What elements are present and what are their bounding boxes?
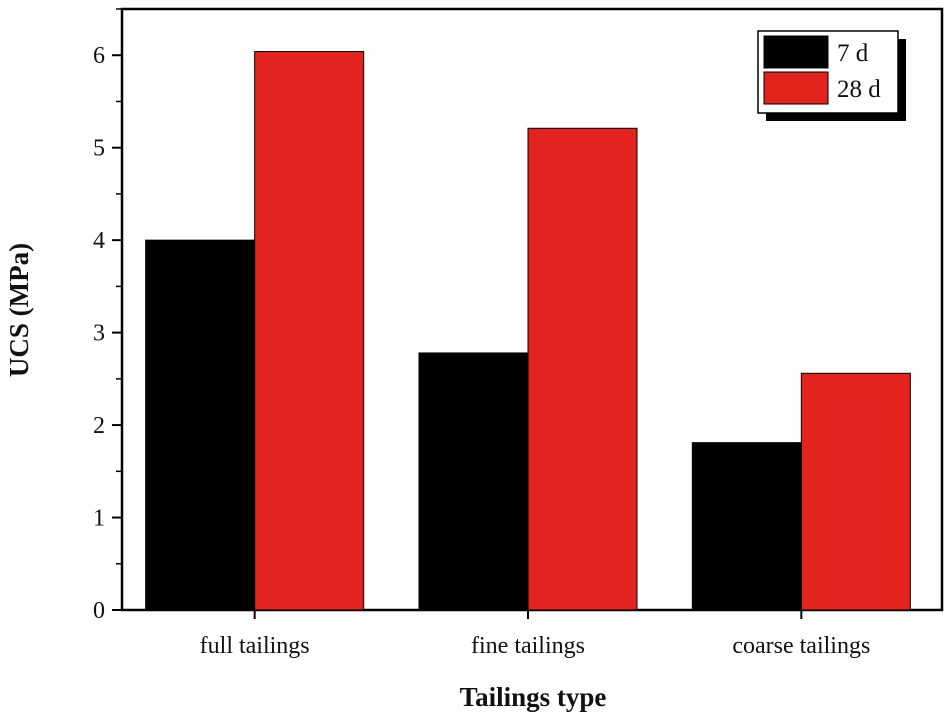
- x-axis-title: Tailings type: [460, 682, 607, 712]
- x-tick-label: fine tailings: [471, 633, 585, 659]
- bar-7d-full-tailings: [145, 239, 256, 611]
- y-tick-label: 2: [93, 413, 105, 439]
- bar-7d-coarse-tailings: [691, 442, 802, 611]
- legend-label-28d: 28 d: [837, 76, 881, 103]
- y-axis-ticks: 0 1 2 3 4 5 6: [93, 8, 122, 624]
- bar-28d-full-tailings: [254, 51, 365, 611]
- x-axis-ticks: full tailings fine tailings coarse tailing…: [200, 610, 870, 659]
- y-axis-title: UCS (MPa): [4, 243, 34, 377]
- bar-7d-fine-tailings: [418, 352, 529, 611]
- y-tick-label: 0: [93, 598, 105, 624]
- y-tick-label: 5: [93, 136, 105, 162]
- y-tick-label: 1: [93, 506, 105, 532]
- legend: 7 d 28 d: [757, 30, 906, 121]
- legend-swatch-7d: [763, 35, 829, 69]
- legend-label-7d: 7 d: [837, 40, 869, 67]
- bar-28d-fine-tailings: [527, 127, 638, 611]
- x-tick-label: full tailings: [200, 633, 310, 659]
- y-tick-label: 3: [93, 321, 105, 347]
- y-tick-label: 6: [93, 43, 105, 69]
- bars: [145, 51, 911, 611]
- x-tick-label: coarse tailings: [732, 633, 870, 659]
- legend-swatch-28d: [763, 71, 829, 105]
- bar-28d-coarse-tailings: [800, 372, 911, 611]
- y-tick-label: 4: [93, 228, 105, 254]
